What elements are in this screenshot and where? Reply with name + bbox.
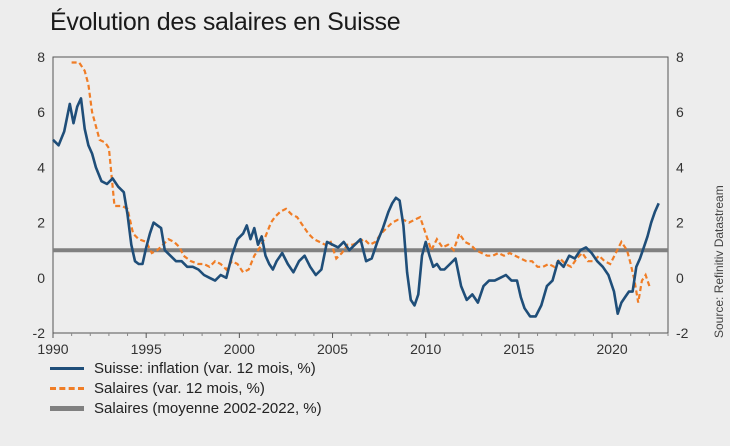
y-left-tick-label: -2 <box>33 325 46 341</box>
y-left-tick-label: 2 <box>37 215 45 231</box>
y-right-tick-label: -2 <box>676 325 689 341</box>
y-left-tick-label: 0 <box>37 270 45 286</box>
x-tick-label: 2000 <box>224 341 255 357</box>
y-right-tick-label: 8 <box>676 49 684 65</box>
y-left-tick-label: 8 <box>37 49 45 65</box>
legend-item-wage-average: Salaires (moyenne 2002-2022, %) <box>50 398 322 418</box>
tick-labels: 1990 1995 2000 2005 2010 2015 2020 -2 0 2 4 6 8 -2 0 2 4… <box>33 49 689 357</box>
legend-swatch-wage-average <box>50 405 84 411</box>
series-lines <box>52 61 668 318</box>
x-tick-label: 2020 <box>597 341 628 357</box>
chart-title: Évolution des salaires en Suisse <box>50 8 401 36</box>
legend: Suisse: inflation (var. 12 mois, %) Sala… <box>50 358 322 418</box>
source-note: Source: Refinitiv Datastream <box>712 185 726 338</box>
x-tick-label: 2010 <box>410 341 441 357</box>
series-line-wages <box>71 61 651 303</box>
x-tick-label: 1995 <box>131 341 162 357</box>
y-right-tick-label: 6 <box>676 104 684 120</box>
y-right-tick-label: 2 <box>676 215 684 231</box>
legend-swatch-inflation <box>50 366 84 370</box>
axes <box>52 56 669 338</box>
legend-label-wages: Salaires (var. 12 mois, %) <box>94 379 265 397</box>
legend-label-inflation: Suisse: inflation (var. 12 mois, %) <box>94 359 316 377</box>
y-right-tick-label: 0 <box>676 270 684 286</box>
y-left-tick-label: 4 <box>37 159 45 175</box>
x-tick-label: 2015 <box>503 341 534 357</box>
y-left-tick-label: 6 <box>37 104 45 120</box>
series-line-inflation <box>52 97 660 318</box>
plot-frame <box>52 56 669 334</box>
legend-item-wages: Salaires (var. 12 mois, %) <box>50 378 322 398</box>
x-tick-label: 1990 <box>37 341 68 357</box>
x-tick-label: 2005 <box>317 341 348 357</box>
legend-label-wage-average: Salaires (moyenne 2002-2022, %) <box>94 399 322 417</box>
legend-swatch-wages <box>50 386 84 390</box>
legend-item-inflation: Suisse: inflation (var. 12 mois, %) <box>50 358 322 378</box>
y-right-tick-label: 4 <box>676 159 684 175</box>
